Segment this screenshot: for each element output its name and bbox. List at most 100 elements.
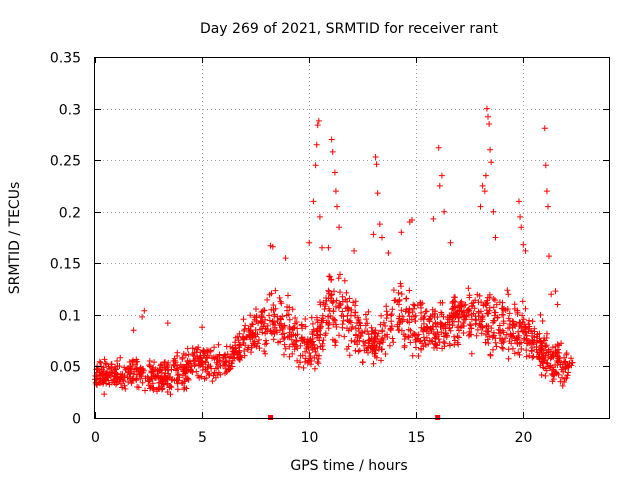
data-point [180,380,186,387]
data-point [222,358,229,365]
data-point [315,117,322,124]
data-point [403,306,410,313]
data-point [404,318,411,325]
data-point [314,358,321,365]
data-point [409,217,415,223]
data-point [418,316,424,323]
data-point [477,203,484,210]
data-point [130,327,137,334]
data-point [522,337,528,343]
data-point [304,341,311,348]
data-point [97,359,104,366]
data-point [253,312,260,319]
data-point [556,349,563,356]
data-point [416,338,423,345]
data-point [341,333,348,340]
data-point [281,330,287,337]
data-point [533,343,540,350]
data-point [485,323,492,330]
data-point [347,319,354,326]
data-point [294,345,301,352]
data-point [220,354,226,361]
data-point [338,312,345,319]
data-point [286,304,293,311]
data-point [191,362,198,369]
data-point [325,244,332,251]
data-point [379,328,386,335]
data-point [96,369,103,376]
data-point [328,136,335,143]
data-point [286,316,293,323]
data-point [174,366,181,373]
data-point [264,322,271,329]
data-point [339,298,346,305]
y-tick-label: 0.15 [50,257,81,273]
data-point [278,322,285,329]
data-point [526,340,533,347]
data-point [364,328,371,335]
data-point [378,336,385,343]
data-point [359,329,366,336]
x-axis: 0 5 10 15 20 [91,57,532,446]
data-point [365,331,372,338]
data-point [376,221,383,228]
data-point [455,334,462,341]
data-point [308,314,315,321]
data-point [209,355,216,362]
data-point [191,357,198,364]
x-tick-label: 15 [408,430,426,446]
data-point [382,351,389,357]
data-point [401,344,408,351]
data-point [283,312,290,319]
data-point [113,375,120,382]
y-tick-label: 0.35 [50,51,81,67]
data-point [478,324,484,330]
data-point [444,332,451,339]
data-point [389,306,396,313]
data-point [137,365,144,372]
data-point [440,338,447,345]
data-point [410,301,417,308]
data-point [432,340,438,347]
data-point [455,341,462,348]
data-point [302,323,309,330]
data-point [412,318,419,324]
data-point [316,323,323,329]
data-point [432,331,439,338]
data-point [499,344,506,351]
data-point [460,320,467,326]
data-point [136,371,143,378]
data-point [241,326,248,333]
data-point [454,333,461,340]
data-point [412,312,419,319]
data-point [247,312,254,319]
data-point [447,314,454,320]
data-point [400,331,407,338]
data-point [543,188,550,195]
data-point [204,364,211,371]
data-point [370,360,377,367]
data-point [118,373,125,380]
data-point [523,332,530,339]
data-point [261,320,268,327]
data-point [436,182,443,189]
data-point [426,318,433,325]
data-point [472,321,479,328]
data-point [182,352,189,359]
data-point [519,312,526,319]
data-point [526,352,533,359]
data-point [487,352,494,359]
data-point [222,370,228,377]
data-point [258,319,265,326]
data-point [207,363,214,370]
data-point [354,334,361,341]
data-point [321,306,328,312]
data-point [107,373,114,380]
data-point [316,327,322,334]
data-point [329,148,336,155]
data-point [441,208,448,215]
data-point [554,341,561,348]
data-point [400,316,407,323]
y-tick-label: 0 [72,412,81,428]
data-point [253,343,260,350]
